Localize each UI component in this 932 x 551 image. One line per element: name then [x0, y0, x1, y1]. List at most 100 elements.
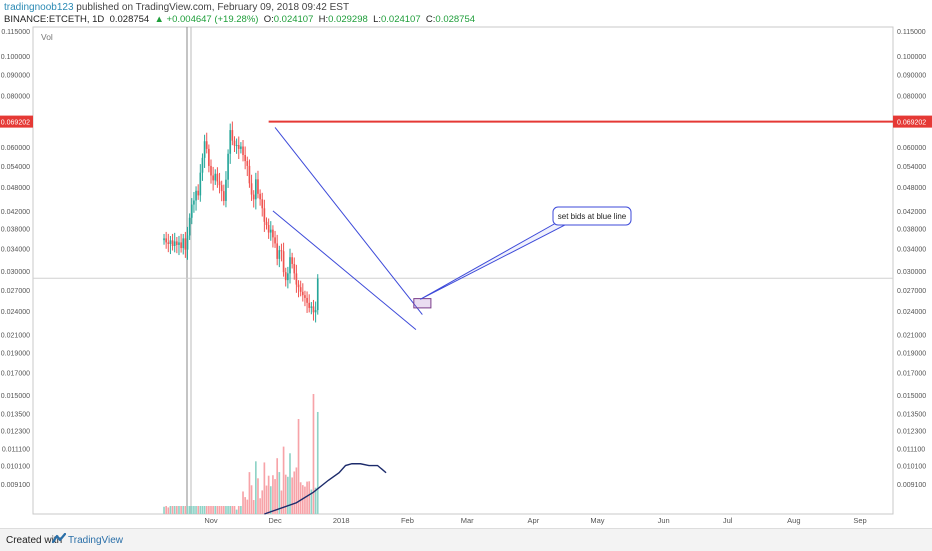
candle-body — [244, 155, 246, 162]
y-tick-left: 0.015000 — [1, 393, 30, 400]
last-price: 0.028754 — [109, 14, 150, 25]
candle-body — [259, 193, 261, 200]
footer-bar: Created with TradingView — [0, 528, 932, 551]
close-label: C: — [425, 14, 436, 25]
volume-bar — [180, 506, 182, 514]
volume-bar — [257, 478, 259, 514]
y-tick-right: 0.054000 — [897, 164, 926, 171]
y-tick-right: 0.027000 — [897, 288, 926, 295]
candle-body — [203, 141, 206, 158]
candle-body — [255, 179, 257, 200]
y-tick-left: 0.024000 — [1, 309, 30, 316]
volume-label: Vol — [41, 32, 53, 42]
y-tick-right: 0.038000 — [897, 227, 926, 234]
y-tick-right: 0.017000 — [897, 370, 926, 377]
volume-bar — [212, 506, 214, 514]
candle-body — [182, 238, 185, 249]
volume-bar — [233, 506, 236, 514]
candle-body — [316, 278, 319, 311]
candle-body — [227, 153, 229, 180]
candle-body — [231, 130, 234, 141]
y-tick-left: 0.017000 — [1, 370, 30, 377]
candle-body — [199, 172, 202, 196]
y-tick-left: 0.054000 — [1, 164, 30, 171]
volume-bar — [297, 419, 300, 514]
y-tick-right: 0.100000 — [897, 54, 926, 61]
x-tick: Jun — [658, 516, 670, 525]
candle-body — [225, 179, 227, 201]
volume-bar — [178, 506, 180, 514]
candle-body — [291, 257, 293, 264]
candle-body — [171, 240, 174, 246]
volume-bar — [216, 506, 219, 514]
candle-body — [278, 250, 281, 259]
candle-body — [274, 237, 276, 244]
y-tick-right: 0.069202 — [897, 120, 926, 127]
volume-bar — [240, 506, 242, 514]
candle-body — [240, 146, 242, 149]
volume-bar — [188, 506, 191, 514]
candle-body — [193, 200, 195, 205]
candle-body — [289, 257, 291, 274]
price-label-left-bg — [0, 115, 33, 128]
candle-body — [304, 295, 306, 298]
volume-bar — [252, 500, 255, 514]
volume-bar — [208, 506, 210, 514]
volume-bar — [214, 506, 217, 514]
volume-bar — [193, 506, 195, 514]
close-value: 0.028754 — [435, 14, 476, 25]
volume-bar — [246, 499, 249, 514]
volume-bar — [250, 485, 253, 514]
candle-body — [263, 208, 266, 222]
x-tick: Apr — [528, 516, 540, 525]
volume-bar — [171, 506, 174, 514]
price-chart[interactable]: 0.115000 0.115000 0.100000 0.100000 0.090000… — [0, 0, 932, 528]
entry-zone-box — [413, 298, 432, 309]
volume-bar — [274, 479, 276, 514]
y-tick-left: 0.011100 — [2, 447, 30, 454]
candle-body — [306, 297, 308, 303]
volume-bar — [231, 506, 234, 514]
volume-bar — [265, 485, 268, 514]
volume-bar — [244, 497, 246, 514]
y-tick-left: 0.048000 — [1, 185, 30, 192]
candle-body — [197, 190, 200, 196]
candle-body — [212, 175, 214, 181]
candle-body — [186, 235, 189, 250]
tradingview-link[interactable]: TradingView — [68, 535, 124, 546]
candle-body — [176, 241, 178, 245]
y-tick-left: 0.030000 — [1, 269, 30, 276]
y-tick-left: 0.013500 — [1, 412, 30, 419]
y-tick-left: 0.090000 — [1, 73, 30, 80]
x-tick: May — [590, 516, 604, 525]
candle-body — [301, 291, 304, 296]
x-tick: 2018 — [333, 516, 350, 525]
x-tick: Jul — [723, 516, 733, 525]
candle-body — [299, 287, 302, 292]
candle-body — [237, 145, 240, 149]
y-tick-right: 0.024000 — [897, 309, 926, 316]
volume-bar — [284, 474, 287, 514]
candle-body — [208, 148, 210, 166]
candle-body — [248, 165, 251, 184]
candle-body — [222, 191, 225, 201]
candle-body — [180, 242, 182, 249]
volume-bar — [235, 509, 238, 514]
volume-bar — [263, 462, 266, 514]
y-tick-left: 0.038000 — [1, 227, 30, 234]
author-link[interactable]: tradingnoob123 — [4, 2, 74, 13]
candle-body — [267, 225, 270, 233]
y-tick-left: 0.069202 — [1, 120, 30, 127]
open-value: 0.024107 — [273, 14, 314, 25]
candle-body — [167, 242, 170, 244]
y-tick-right: 0.115000 — [897, 29, 926, 36]
y-tick-left: 0.027000 — [1, 288, 30, 295]
candle-body — [287, 273, 289, 281]
candle-body — [218, 181, 221, 186]
candle-body — [293, 263, 296, 274]
callout-text: set bids at blue line — [558, 212, 627, 221]
volume-bar — [295, 467, 298, 514]
publish-text: published on TradingView.com, February 0… — [76, 2, 350, 13]
y-tick-left: 0.012300 — [1, 428, 30, 435]
tradingview-logo-icon[interactable] — [51, 532, 67, 548]
